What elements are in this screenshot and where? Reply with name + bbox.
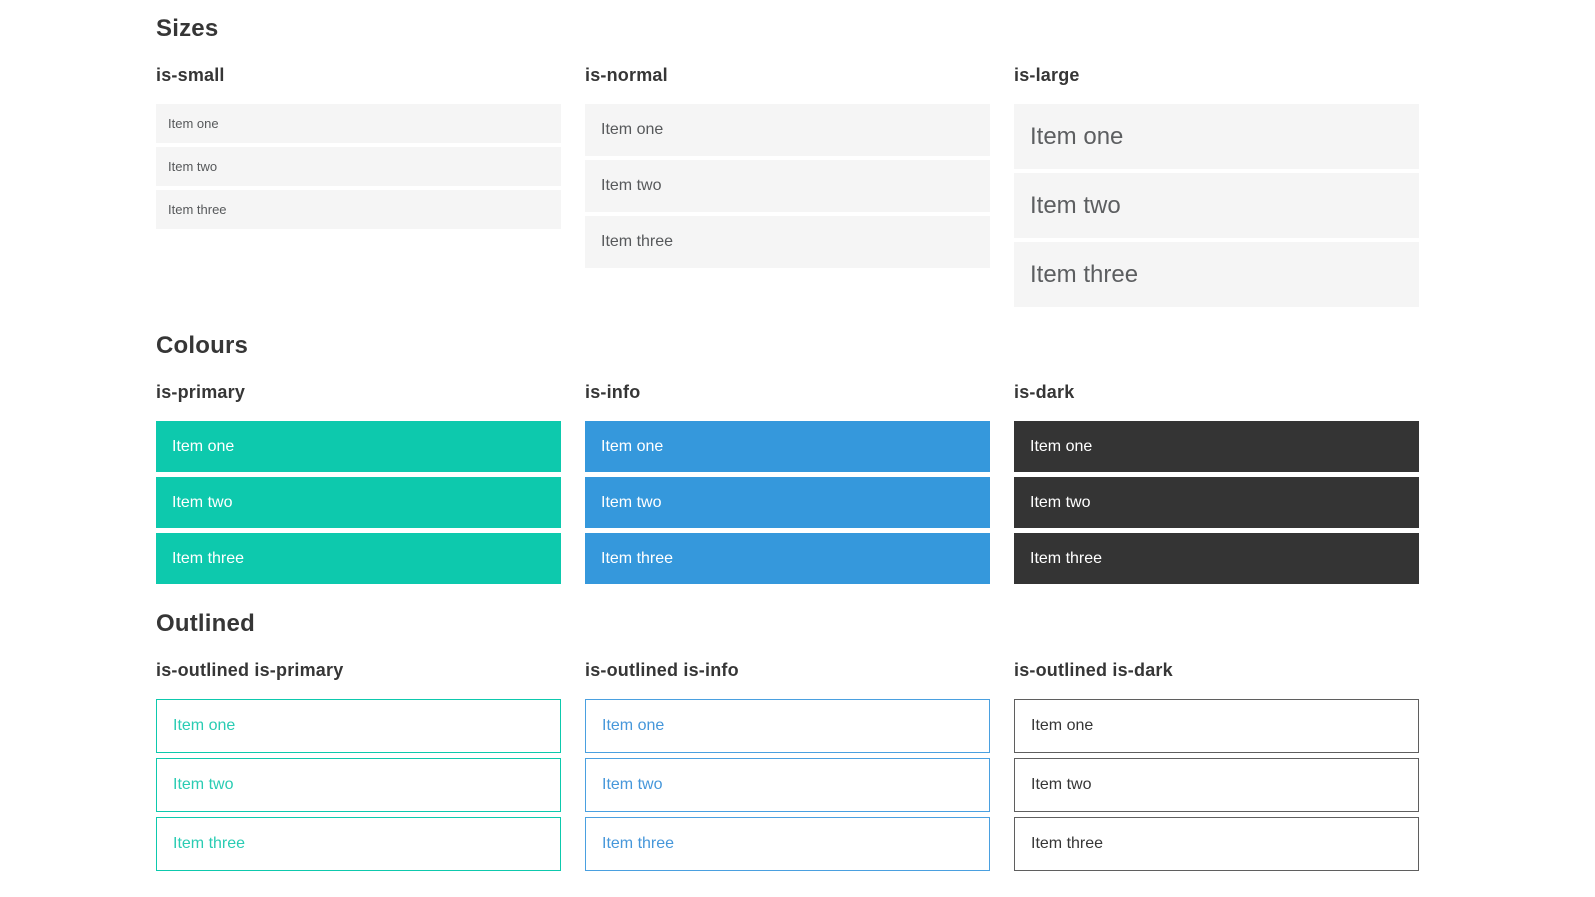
list-is-outlined-is-dark: Item one Item two Item three <box>1014 699 1419 871</box>
section-colours: Colours is-primary Item one Item two Ite… <box>156 331 1419 589</box>
outlined-grid: is-outlined is-primary Item one Item two… <box>156 639 1419 876</box>
list-item[interactable]: Item one <box>585 421 990 472</box>
list-item[interactable]: Item three <box>585 817 990 871</box>
group-label-is-small: is-small <box>156 65 225 85</box>
list-item[interactable]: Item two <box>585 160 990 212</box>
list-item[interactable]: Item two <box>156 477 561 528</box>
list-item[interactable]: Item two <box>585 758 990 812</box>
group-label-is-primary: is-primary <box>156 382 246 402</box>
group-is-normal: is-normal Item one Item two Item three <box>585 44 990 272</box>
list-item[interactable]: Item two <box>156 758 561 812</box>
list-is-primary: Item one Item two Item three <box>156 421 561 584</box>
group-is-outlined-is-dark: is-outlined is-dark Item one Item two It… <box>1014 639 1419 876</box>
list-item[interactable]: Item one <box>1014 104 1419 169</box>
list-item[interactable]: Item one <box>585 699 990 753</box>
list-is-outlined-is-primary: Item one Item two Item three <box>156 699 561 871</box>
section-title-sizes: Sizes <box>156 15 219 42</box>
group-label-is-dark: is-dark <box>1014 382 1075 402</box>
list-is-small: Item one Item two Item three <box>156 104 561 229</box>
list-item[interactable]: Item two <box>1014 758 1419 812</box>
group-is-dark: is-dark Item one Item two Item three <box>1014 361 1419 589</box>
list-item[interactable]: Item one <box>585 104 990 156</box>
list-item[interactable]: Item one <box>1014 699 1419 753</box>
group-label-is-info: is-info <box>585 382 641 402</box>
group-is-info: is-info Item one Item two Item three <box>585 361 990 589</box>
list-item[interactable]: Item three <box>1014 242 1419 307</box>
colours-grid: is-primary Item one Item two Item three … <box>156 361 1419 589</box>
list-is-normal: Item one Item two Item three <box>585 104 990 268</box>
list-item[interactable]: Item two <box>585 477 990 528</box>
section-title-colours: Colours <box>156 332 249 359</box>
list-item[interactable]: Item two <box>1014 477 1419 528</box>
list-is-dark: Item one Item two Item three <box>1014 421 1419 584</box>
list-item[interactable]: Item three <box>156 533 561 584</box>
list-item[interactable]: Item one <box>156 421 561 472</box>
group-label-is-large: is-large <box>1014 65 1080 85</box>
sizes-grid: is-small Item one Item two Item three is… <box>156 44 1419 311</box>
list-item[interactable]: Item three <box>585 216 990 268</box>
list-item[interactable]: Item one <box>156 699 561 753</box>
list-item[interactable]: Item two <box>156 147 561 186</box>
section-outlined: Outlined is-outlined is-primary Item one… <box>156 609 1419 876</box>
list-item[interactable]: Item two <box>1014 173 1419 238</box>
list-item[interactable]: Item three <box>156 190 561 229</box>
section-title-outlined: Outlined <box>156 610 255 637</box>
list-item[interactable]: Item one <box>1014 421 1419 472</box>
group-is-outlined-is-primary: is-outlined is-primary Item one Item two… <box>156 639 561 876</box>
group-is-large: is-large Item one Item two Item three <box>1014 44 1419 311</box>
group-label-is-normal: is-normal <box>585 65 668 85</box>
group-is-primary: is-primary Item one Item two Item three <box>156 361 561 589</box>
group-is-small: is-small Item one Item two Item three <box>156 44 561 233</box>
group-label-is-outlined-is-primary: is-outlined is-primary <box>156 660 344 680</box>
list-is-outlined-is-info: Item one Item two Item three <box>585 699 990 871</box>
list-item[interactable]: Item three <box>1014 817 1419 871</box>
group-label-is-outlined-is-info: is-outlined is-info <box>585 660 739 680</box>
list-item[interactable]: Item three <box>585 533 990 584</box>
group-label-is-outlined-is-dark: is-outlined is-dark <box>1014 660 1173 680</box>
section-sizes: Sizes is-small Item one Item two Item th… <box>156 14 1419 311</box>
list-is-large: Item one Item two Item three <box>1014 104 1419 307</box>
list-item[interactable]: Item one <box>156 104 561 143</box>
list-item[interactable]: Item three <box>1014 533 1419 584</box>
group-is-outlined-is-info: is-outlined is-info Item one Item two It… <box>585 639 990 876</box>
list-item[interactable]: Item three <box>156 817 561 871</box>
list-is-info: Item one Item two Item three <box>585 421 990 584</box>
